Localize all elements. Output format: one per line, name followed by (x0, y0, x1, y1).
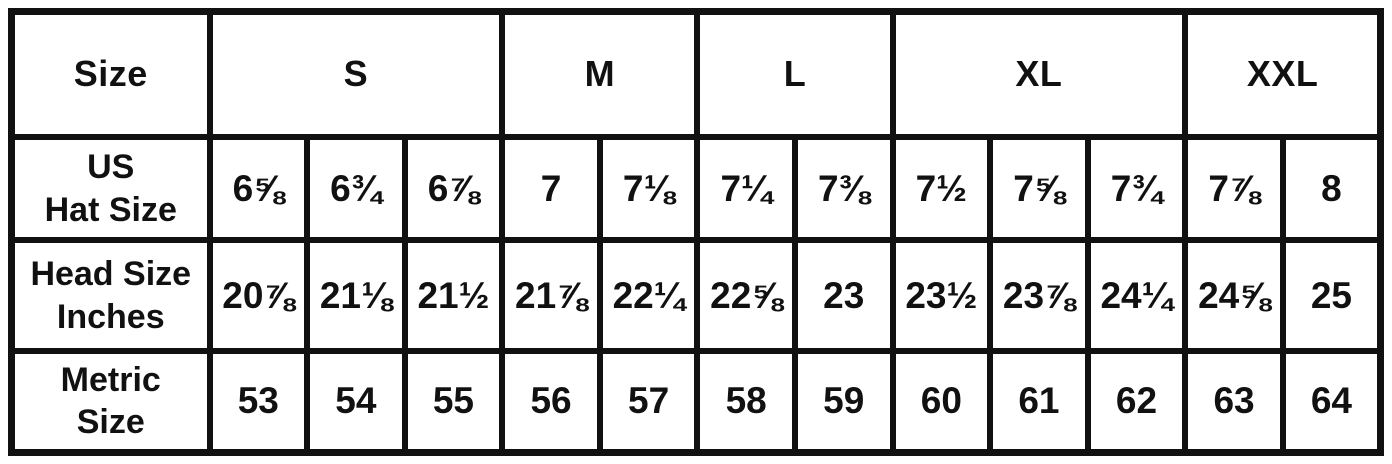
head-size-inches-value: 21½ (401, 237, 506, 354)
head-size-inches-value: 20⅞ (206, 237, 311, 354)
head-size-inches-value: 22¼ (596, 237, 701, 354)
metric-size-value: 58 (694, 347, 798, 456)
us-hat-size-value: 7 (499, 133, 603, 244)
metric-size-value: 61 (987, 347, 1091, 456)
us-hat-size-value: 7⅞ (1182, 133, 1286, 244)
head-size-inches-value: 24¼ (1084, 237, 1189, 354)
us-hat-size-value: 7⅛ (596, 133, 701, 244)
us-hat-size-value: 8 (1279, 133, 1384, 244)
head-size-inches-value: 24⅝ (1182, 237, 1286, 354)
metric-size-value: 62 (1084, 347, 1189, 456)
metric-size-value: 57 (596, 347, 701, 456)
head-size-inches-value: 23½ (889, 237, 994, 354)
size-group-l: L (694, 8, 896, 140)
us-hat-size-value: 6¾ (304, 133, 408, 244)
size-group-m: M (499, 8, 701, 140)
us-hat-size-value: 6⅝ (206, 133, 311, 244)
us-hat-size-value: 6⅞ (401, 133, 506, 244)
us-hat-size-value: 7¾ (1084, 133, 1189, 244)
head-size-inches-value: 23⅞ (987, 237, 1091, 354)
metric-size-value: 55 (401, 347, 506, 456)
hat-size-table: Size S M L XL XXL US Hat Size 6⅝ 6¾ 6⅞ 7… (8, 8, 1384, 456)
size-group-xl: XL (889, 8, 1189, 140)
row-label-head-size-inches: Head Size Inches (8, 237, 213, 354)
us-hat-size-value: 7¼ (694, 133, 798, 244)
us-hat-size-value: 7⅝ (987, 133, 1091, 244)
metric-size-value: 63 (1182, 347, 1286, 456)
metric-size-value: 54 (304, 347, 408, 456)
metric-size-row: Metric Size 53 54 55 56 57 58 59 60 61 6… (8, 347, 1384, 456)
size-group-header-row: Size S M L XL XXL (8, 8, 1384, 140)
head-size-inches-value: 22⅝ (694, 237, 798, 354)
metric-size-value: 60 (889, 347, 994, 456)
metric-size-value: 64 (1279, 347, 1384, 456)
head-size-inches-value: 21⅛ (304, 237, 408, 354)
size-group-s: S (206, 8, 506, 140)
head-size-inches-value: 23 (791, 237, 896, 354)
metric-size-value: 53 (206, 347, 311, 456)
row-label-metric-size: Metric Size (8, 347, 213, 456)
size-group-xxl: XXL (1182, 8, 1384, 140)
corner-size-label: Size (8, 8, 213, 140)
metric-size-value: 56 (499, 347, 603, 456)
metric-size-value: 59 (791, 347, 896, 456)
row-label-us-hat-size: US Hat Size (8, 133, 213, 244)
head-size-inches-value: 21⅞ (499, 237, 603, 354)
head-size-inches-row: Head Size Inches 20⅞ 21⅛ 21½ 21⅞ 22¼ 22⅝… (8, 237, 1384, 354)
us-hat-size-value: 7½ (889, 133, 994, 244)
hat-size-chart: Size S M L XL XXL US Hat Size 6⅝ 6¾ 6⅞ 7… (8, 8, 1384, 456)
us-hat-size-value: 7⅜ (791, 133, 896, 244)
us-hat-size-row: US Hat Size 6⅝ 6¾ 6⅞ 7 7⅛ 7¼ 7⅜ 7½ 7⅝ 7¾… (8, 133, 1384, 244)
head-size-inches-value: 25 (1279, 237, 1384, 354)
